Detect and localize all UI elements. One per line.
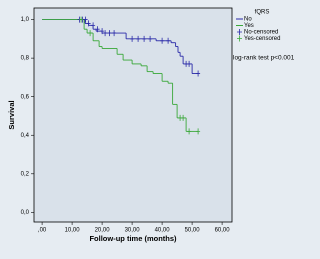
censor-mark <box>88 30 93 37</box>
x-tick-label: 30,00 <box>125 228 141 234</box>
annotation: log-rank test p<0.001 <box>233 55 295 62</box>
censor-mark <box>187 128 192 135</box>
chart: Survival Follow-up time (months) fQRS lo… <box>6 7 295 243</box>
x-axis-label: Follow-up time (months) <box>89 234 177 243</box>
x-tick-label: 20,00 <box>95 228 111 234</box>
censor-mark <box>166 37 171 44</box>
x-tick-label: 60,00 <box>215 228 231 234</box>
censor-mark <box>91 22 96 29</box>
y-tick-label: 0,2 <box>21 171 30 177</box>
y-tick-label: 0,0 <box>21 210 30 216</box>
censor-mark <box>142 35 147 42</box>
x-tick-label: ,00 <box>38 228 47 234</box>
x-tick-label: 50,00 <box>185 228 201 234</box>
censor-mark <box>181 114 186 121</box>
censor-mark <box>83 16 88 23</box>
legend-swatch <box>237 29 242 35</box>
x-tick-label: 40,00 <box>155 228 171 234</box>
censor-mark <box>160 37 165 44</box>
censor-mark <box>187 60 192 67</box>
censor-mark <box>79 16 84 23</box>
censor-mark <box>196 70 201 77</box>
censor-mark <box>86 20 91 27</box>
legend-label: No-censored <box>244 30 278 36</box>
censor-mark <box>107 30 112 37</box>
legend-title: fQRS <box>255 10 270 16</box>
y-axis-label: Survival <box>7 100 16 129</box>
legend-label: Yes-censored <box>244 36 280 42</box>
legend-label: Yes <box>244 23 254 29</box>
x-tick-label: 10,00 <box>65 228 81 234</box>
y-tick-label: 0,4 <box>21 133 30 139</box>
censor-mark <box>95 26 100 33</box>
y-tick-label: 0,8 <box>21 56 30 62</box>
legend-label: No <box>244 17 252 23</box>
censor-mark <box>136 35 141 42</box>
y-tick-label: 1,0 <box>21 17 30 23</box>
censor-mark <box>112 30 117 37</box>
censor-mark <box>196 128 201 135</box>
legend-swatch <box>237 35 242 42</box>
censor-mark <box>103 30 108 37</box>
plot-area <box>33 7 233 223</box>
censor-mark <box>148 35 153 42</box>
censor-mark <box>130 35 135 42</box>
y-tick-label: 0,6 <box>21 94 30 100</box>
censor-mark <box>100 28 105 35</box>
